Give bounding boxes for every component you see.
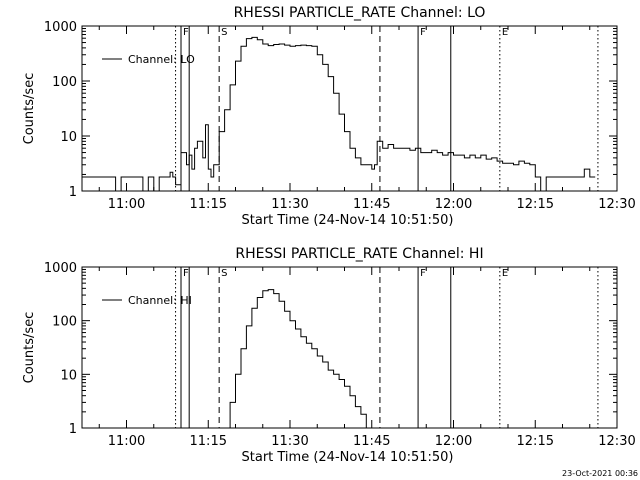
event-marker-label: E: [502, 27, 508, 38]
y-axis-label: Counts/sec: [22, 73, 37, 145]
event-marker-label: F: [420, 27, 426, 38]
y-tick-label: 1: [69, 422, 77, 437]
y-tick-label: 100: [52, 75, 77, 90]
plot-frame: [81, 25, 618, 192]
x-tick-label: 11:30: [271, 434, 308, 449]
y-tick-label: 100: [52, 315, 77, 330]
plot-frame: [81, 266, 618, 429]
series-line: [82, 36, 596, 191]
x-tick-label: 11:45: [353, 434, 390, 449]
x-tick-label: 11:45: [353, 197, 390, 212]
x-tick-label: 12:15: [517, 434, 554, 449]
x-tick-label: 12:00: [435, 197, 472, 212]
x-tick-label: 12:30: [598, 197, 635, 212]
chart-panel-lo: RHESSI PARTICLE_RATE Channel: LO 11:00 11:…: [22, 5, 636, 228]
event-marker-label: F: [183, 268, 189, 279]
x-tick-label: 11:15: [190, 197, 227, 212]
legend-label: Channel: HI: [128, 294, 192, 307]
x-tick-label: 11:00: [108, 197, 145, 212]
x-axis-label: Start Time (24-Nov-14 10:51:50): [242, 213, 454, 228]
chart-panel-hi: RHESSI PARTICLE_RATE Channel: HI 11:00 11:…: [22, 246, 636, 465]
chart-title: RHESSI PARTICLE_RATE Channel: LO: [234, 5, 486, 21]
y-tick-label: 1000: [44, 20, 77, 35]
y-axis-label: Counts/sec: [22, 312, 37, 384]
footer-timestamp: 23-Oct-2021 00:36: [562, 469, 638, 478]
event-marker-label: E: [502, 268, 508, 279]
y-tick-label: 1: [69, 185, 77, 200]
x-tick-label: 12:00: [435, 434, 472, 449]
x-axis-label: Start Time (24-Nov-14 10:51:50): [242, 450, 454, 465]
event-marker-label: S: [221, 27, 227, 38]
y-tick-label: 1000: [44, 261, 77, 276]
chart-title: RHESSI PARTICLE_RATE Channel: HI: [235, 246, 483, 262]
y-tick-label: 10: [60, 130, 77, 145]
series-line: [224, 289, 367, 428]
x-tick-label: 12:30: [598, 434, 635, 449]
x-tick-label: 11:00: [108, 434, 145, 449]
y-tick-label: 10: [60, 368, 77, 383]
x-tick-label: 11:30: [271, 197, 308, 212]
x-tick-label: 11:15: [190, 434, 227, 449]
legend-label: Channel: LO: [128, 53, 195, 66]
event-marker-label: F: [420, 268, 426, 279]
event-marker-label: S: [221, 268, 227, 279]
x-tick-label: 12:15: [517, 197, 554, 212]
event-marker-label: F: [183, 27, 189, 38]
